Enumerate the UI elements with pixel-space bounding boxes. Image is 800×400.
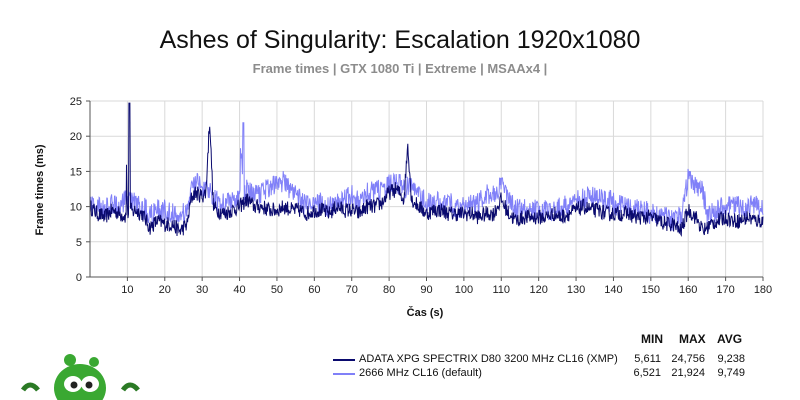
legend-row-series-1: ADATA XPG SPECTRIX D80 3200 MHz CL16 (XM… (333, 353, 763, 367)
chart-subtitle: Frame times | GTX 1080 Ti | Extreme | MS… (252, 61, 548, 76)
y-tick-label: 0 (76, 272, 82, 284)
y-axis-title: Frame times (ms) (34, 144, 46, 235)
x-tick-label: 50 (271, 284, 283, 296)
x-tick-label: 160 (679, 284, 697, 296)
mascot-pupil-right (85, 381, 93, 389)
x-tick-label: 30 (196, 284, 208, 296)
x-tick-label: 60 (308, 284, 320, 296)
mascot-pupil-left (70, 381, 78, 389)
x-tick-label: 140 (604, 284, 622, 296)
legend-max-series-1: 24,756 (671, 353, 705, 365)
series-lines (89, 102, 764, 238)
legend-header-min: MIN (641, 332, 663, 346)
legend-avg-series-1: 9,238 (717, 353, 745, 365)
x-tick-label: 10 (121, 284, 133, 296)
x-tick-label: 180 (754, 284, 772, 296)
x-tick-label: 130 (567, 284, 585, 296)
y-tick-label: 15 (70, 166, 82, 178)
x-tick-label: 110 (493, 284, 511, 296)
legend-min-series-2: 6,521 (633, 367, 661, 379)
x-tick-label: 90 (420, 284, 432, 296)
legend-header-avg: AVG (717, 332, 743, 346)
series-line-1 (89, 102, 764, 238)
legend-swatch-series-2 (333, 373, 355, 375)
legend-name-series-1: ADATA XPG SPECTRIX D80 3200 MHz CL16 (XM… (359, 353, 618, 365)
mascot-antenna-right (89, 357, 99, 367)
x-tick-label: 100 (455, 284, 473, 296)
x-tick-label: 120 (529, 284, 547, 296)
y-tick-label: 25 (70, 96, 82, 108)
y-tick-label: 5 (76, 237, 82, 249)
legend-max-series-2: 21,924 (671, 367, 705, 379)
mascot-logo (20, 354, 140, 400)
axes: 0 5 10 15 20 25 10 20 30 40 50 60 70 80 90 100 110 120 130… (70, 96, 772, 296)
x-tick-label: 80 (383, 284, 395, 296)
y-tick-label: 10 (70, 202, 82, 214)
mascot-antenna-left (64, 354, 76, 366)
legend-swatch-series-1 (333, 359, 355, 361)
frame-time-chart: 0 5 10 15 20 25 10 20 30 40 50 60 70 80 90 100 110 120 130… (34, 96, 772, 319)
x-tick-label: 150 (642, 284, 660, 296)
legend-min-series-1: 5,611 (634, 353, 661, 365)
x-axis-title: Čas (s) (407, 306, 444, 319)
x-tick-label: 70 (346, 284, 358, 296)
x-tick-label: 40 (233, 284, 245, 296)
chart-title: Ashes of Singularity: Escalation 1920x10… (159, 26, 641, 54)
legend-row-series-2: 2666 MHz CL16 (default) 6,521 21,924 9,7… (333, 367, 763, 381)
x-tick-label: 170 (716, 284, 734, 296)
mascot-hand-left (20, 382, 40, 392)
mascot-hand-right (120, 382, 140, 392)
x-tick-label: 20 (159, 284, 171, 296)
legend-header-max: MAX (679, 332, 706, 346)
legend-avg-series-2: 9,749 (717, 367, 745, 379)
legend-name-series-2: 2666 MHz CL16 (default) (359, 367, 482, 379)
y-tick-label: 20 (70, 131, 82, 143)
